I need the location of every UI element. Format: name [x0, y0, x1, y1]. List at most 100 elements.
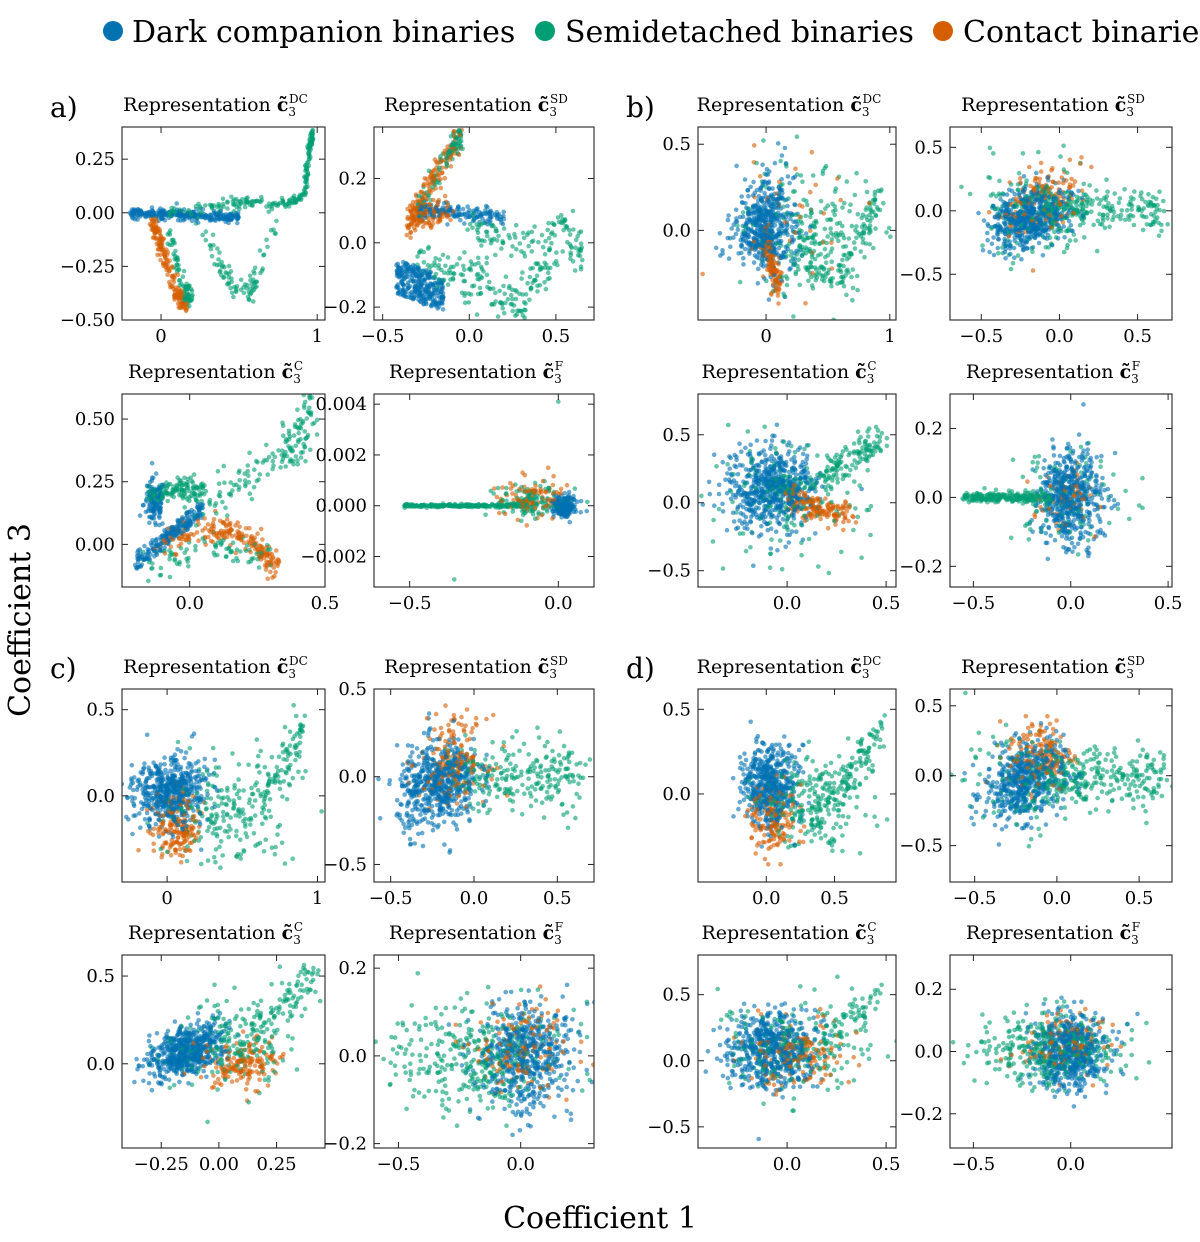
data-point — [867, 218, 873, 224]
data-point — [207, 215, 213, 220]
data-point — [799, 253, 805, 259]
data-point — [844, 292, 849, 298]
data-point — [417, 288, 423, 294]
data-point — [568, 244, 574, 249]
data-point — [457, 121, 462, 126]
data-point — [731, 222, 737, 227]
data-point — [792, 251, 797, 256]
data-point — [412, 207, 417, 213]
data-point — [790, 256, 796, 261]
data-point — [795, 222, 800, 227]
data-point — [253, 544, 259, 550]
data-point — [1068, 223, 1074, 228]
data-point — [733, 231, 739, 237]
data-point — [813, 232, 819, 237]
data-point — [307, 394, 312, 400]
data-point — [765, 239, 771, 244]
data-point — [422, 176, 428, 181]
data-point — [169, 493, 174, 498]
data-point — [237, 524, 242, 530]
data-point — [200, 536, 205, 541]
data-point — [807, 224, 813, 230]
data-point — [242, 204, 248, 210]
data-point — [840, 257, 845, 263]
data-point — [298, 455, 304, 460]
data-point — [470, 218, 476, 224]
data-point — [549, 231, 554, 237]
data-point — [824, 328, 829, 333]
data-point — [578, 510, 583, 515]
data-point — [168, 209, 173, 214]
data-point — [445, 271, 451, 276]
data-point — [230, 488, 235, 493]
data-point — [530, 265, 535, 271]
data-point — [176, 297, 182, 303]
data-point — [220, 499, 225, 505]
data-point — [991, 151, 996, 156]
data-point — [790, 239, 795, 245]
data-point — [190, 480, 195, 485]
data-point — [767, 235, 772, 241]
data-point — [309, 142, 315, 147]
data-point — [460, 272, 466, 278]
data-point — [545, 227, 550, 233]
data-point — [408, 230, 413, 236]
data-point — [158, 244, 164, 250]
data-point — [462, 221, 467, 226]
data-point — [227, 531, 233, 536]
data-point — [471, 283, 477, 289]
data-point — [257, 554, 262, 559]
data-point — [244, 196, 249, 201]
data-point — [525, 280, 530, 286]
data-point — [808, 189, 813, 195]
data-point — [809, 240, 814, 246]
data-point — [534, 496, 540, 502]
data-point — [466, 300, 472, 305]
data-point — [148, 514, 153, 520]
data-point — [409, 268, 415, 274]
data-point — [295, 462, 301, 467]
data-point — [509, 301, 515, 307]
data-point — [208, 246, 214, 252]
data-point — [155, 247, 161, 252]
data-point — [822, 246, 828, 252]
data-point — [196, 506, 201, 512]
data-point — [231, 208, 237, 214]
data-point — [809, 210, 814, 216]
data-point — [150, 561, 155, 566]
data-point — [169, 205, 174, 211]
data-point — [485, 233, 490, 239]
data-point — [307, 405, 312, 411]
data-point — [573, 509, 579, 514]
data-point — [556, 399, 561, 404]
data-point — [213, 501, 219, 506]
data-point — [286, 200, 292, 206]
data-point — [202, 516, 207, 521]
data-point — [578, 498, 584, 504]
data-point — [1001, 199, 1006, 205]
data-point — [575, 234, 580, 239]
panel-letter-c: c) — [50, 652, 77, 685]
data-point — [495, 314, 501, 319]
data-point — [216, 257, 221, 262]
data-point — [452, 213, 457, 218]
data-point — [194, 530, 200, 535]
data-point — [410, 297, 416, 302]
data-point — [168, 525, 174, 530]
data-point — [207, 502, 213, 507]
data-point — [216, 531, 221, 536]
data-point — [859, 224, 865, 230]
data-point — [230, 540, 236, 545]
data-point — [415, 266, 421, 272]
data-point — [779, 153, 785, 158]
data-point — [550, 516, 555, 521]
data-point — [576, 249, 581, 254]
data-point — [256, 477, 261, 482]
data-point — [216, 481, 222, 487]
data-point — [231, 482, 237, 488]
data-point — [193, 203, 199, 209]
data-point — [523, 308, 528, 313]
data-point — [867, 200, 872, 206]
data-point — [433, 302, 439, 307]
data-point — [718, 253, 723, 258]
